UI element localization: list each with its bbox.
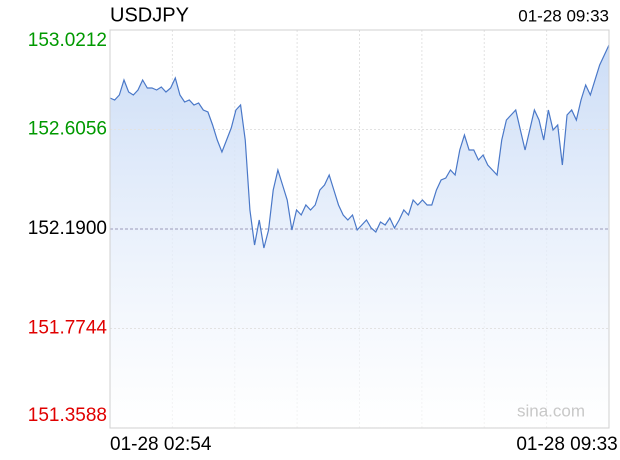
line [109,44,610,249]
y-tick-label: 152.6056 [28,119,107,140]
x-tick-label: 01-28 09:33 [516,434,617,455]
timestamp: 01-28 09:33 [518,6,609,25]
chart-title: USDJPY [110,4,189,26]
y-tick-label: 152.1900 [28,218,107,239]
plot-frame [109,29,610,429]
y-tick-label: 151.7744 [28,318,108,339]
x-tick-label: 01-28 02:54 [110,434,212,455]
watermark: sina.com [517,401,585,420]
y-tick-label: 151.3588 [28,405,107,426]
area [110,45,609,428]
y-tick-label: 153.0212 [28,30,107,51]
